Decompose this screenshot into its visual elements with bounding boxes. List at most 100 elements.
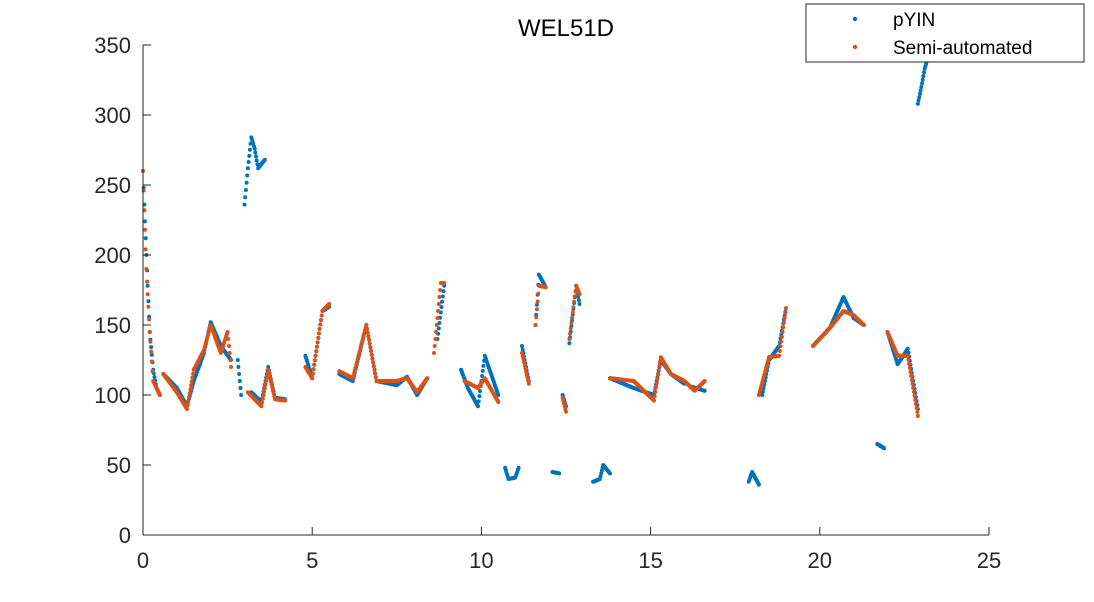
data-point-pyin [520, 344, 524, 348]
data-point-pyin [480, 374, 485, 378]
x-tick-label: 25 [977, 548, 1001, 573]
data-point-pyin [439, 305, 444, 310]
data-point-semi-automated [915, 410, 920, 414]
data-point-semi-automated [908, 369, 913, 374]
data-point-semi-automated [521, 357, 526, 362]
data-point-semi-automated [432, 351, 436, 355]
data-point-semi-automated [147, 317, 152, 322]
data-point-pyin [239, 393, 244, 397]
data-point-semi-automated [654, 385, 658, 390]
data-point-pyin [478, 389, 482, 394]
data-point-semi-automated [656, 372, 660, 377]
data-point-semi-automated [187, 395, 191, 400]
data-point-semi-automated [310, 376, 315, 381]
x-tick-label: 15 [638, 548, 662, 573]
data-point-pyin [496, 393, 501, 397]
data-point-semi-automated [260, 396, 265, 401]
data-point-semi-automated [652, 398, 656, 403]
data-point-pyin [920, 77, 925, 82]
data-point-pyin [245, 173, 250, 178]
data-point-semi-automated [907, 361, 912, 366]
data-point-pyin [253, 150, 258, 155]
data-point-semi-automated [522, 363, 527, 368]
data-point-semi-automated [312, 362, 317, 367]
data-point-semi-automated [435, 316, 440, 320]
data-point-semi-automated [533, 323, 538, 327]
data-point-semi-automated [186, 399, 191, 404]
data-point-semi-automated [185, 403, 190, 408]
data-point-semi-automated [266, 370, 271, 375]
y-tick-label: 200 [94, 243, 131, 268]
data-point-semi-automated [260, 400, 265, 405]
data-point-semi-automated [436, 302, 441, 306]
data-point-pyin [915, 101, 920, 106]
data-point-semi-automated [319, 313, 324, 318]
data-point-semi-automated [534, 307, 539, 312]
data-point-semi-automated [369, 349, 374, 354]
data-point-pyin [149, 345, 154, 350]
y-tick-label: 50 [107, 453, 131, 478]
data-point-semi-automated [148, 339, 153, 344]
data-point-pyin [254, 158, 259, 163]
data-point-semi-automated [525, 375, 530, 380]
data-point-pyin [238, 386, 243, 390]
data-point-semi-automated [369, 352, 374, 357]
data-point-pyin [254, 154, 258, 159]
data-point-pyin [242, 202, 247, 207]
data-point-semi-automated [368, 345, 373, 350]
data-point-semi-automated [905, 353, 910, 358]
data-point-semi-automated [314, 344, 319, 349]
data-point-pyin [266, 365, 271, 369]
data-point-semi-automated [312, 358, 317, 363]
data-point-semi-automated [187, 391, 192, 396]
data-point-semi-automated [145, 292, 150, 297]
y-tick-label: 100 [94, 383, 131, 408]
data-point-semi-automated [226, 337, 231, 341]
data-point-semi-automated [915, 414, 920, 418]
chart-title: WEL51D [518, 15, 614, 42]
data-point-pyin [477, 394, 482, 399]
data-point-semi-automated [906, 357, 911, 362]
data-point-semi-automated [147, 330, 152, 334]
data-point-pyin [516, 465, 521, 470]
data-point-semi-automated [572, 294, 577, 299]
data-point-semi-automated [225, 330, 230, 334]
data-point-semi-automated [191, 371, 196, 376]
data-point-pyin [244, 180, 249, 185]
data-point-semi-automated [434, 323, 439, 327]
data-point-semi-automated [781, 325, 786, 330]
data-point-semi-automated [522, 360, 526, 365]
data-point-semi-automated [777, 349, 782, 353]
data-point-semi-automated [437, 295, 442, 299]
data-point-semi-automated [143, 247, 148, 252]
data-point-pyin [236, 365, 241, 369]
data-point-semi-automated [436, 309, 441, 313]
data-point-semi-automated [523, 366, 528, 371]
data-point-semi-automated [146, 304, 151, 309]
data-point-pyin [608, 471, 612, 476]
data-point-semi-automated [911, 389, 916, 394]
data-point-semi-automated [189, 383, 194, 388]
data-point-semi-automated [909, 373, 914, 378]
data-point-semi-automated [654, 381, 659, 386]
data-point-semi-automated [570, 315, 575, 320]
data-point-pyin [237, 372, 242, 376]
data-point-semi-automated [520, 354, 525, 359]
data-point-pyin [143, 219, 147, 224]
data-point-semi-automated [319, 318, 323, 322]
data-point-semi-automated [314, 349, 319, 354]
data-point-semi-automated [263, 382, 268, 387]
data-point-pyin [921, 74, 926, 79]
data-point-semi-automated [228, 358, 233, 362]
data-point-semi-automated [432, 344, 437, 348]
legend-box [805, 3, 1085, 63]
data-point-semi-automated [317, 331, 321, 336]
data-point-semi-automated [496, 400, 501, 404]
data-point-pyin [245, 166, 250, 171]
data-point-semi-automated [371, 360, 376, 365]
data-point-semi-automated [150, 369, 155, 374]
data-point-semi-automated [189, 379, 194, 384]
data-point-semi-automated [572, 299, 577, 304]
data-point-pyin [235, 358, 240, 362]
